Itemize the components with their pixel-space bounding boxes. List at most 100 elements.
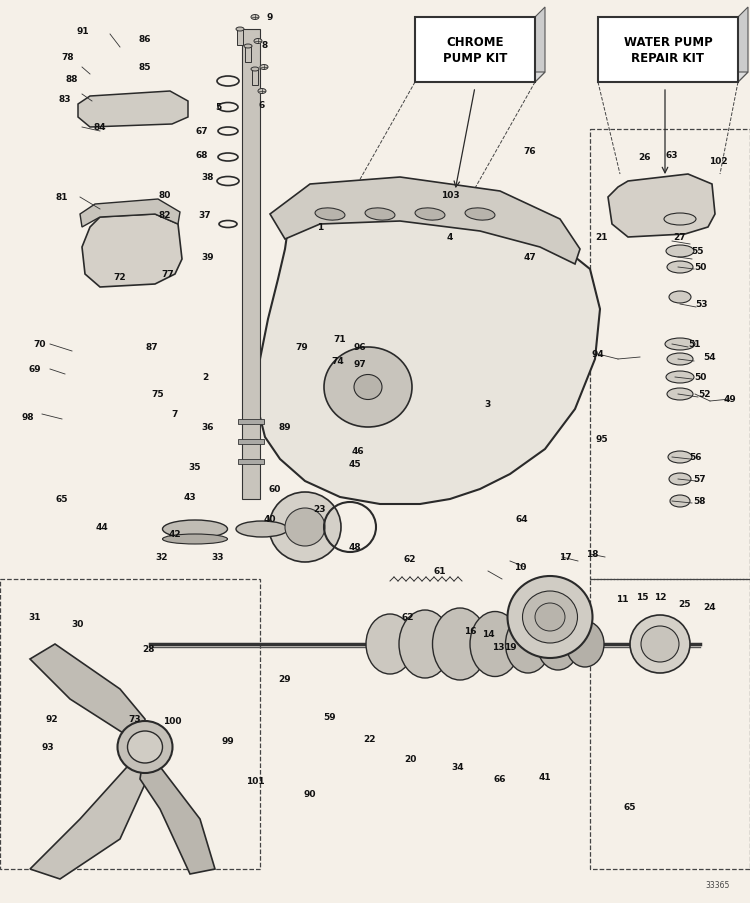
Text: 52: 52 <box>699 390 711 399</box>
Text: 65: 65 <box>624 803 636 812</box>
Text: 44: 44 <box>96 523 109 532</box>
Text: 74: 74 <box>332 357 344 366</box>
Text: 35: 35 <box>189 463 201 472</box>
Text: 77: 77 <box>162 270 175 279</box>
Ellipse shape <box>630 615 690 674</box>
Text: 45: 45 <box>349 460 361 469</box>
Ellipse shape <box>666 372 694 384</box>
Ellipse shape <box>433 609 488 680</box>
Text: WATER PUMP
REPAIR KIT: WATER PUMP REPAIR KIT <box>623 35 712 65</box>
Text: 24: 24 <box>704 603 716 612</box>
Text: 56: 56 <box>690 453 702 462</box>
Polygon shape <box>270 178 580 265</box>
Polygon shape <box>535 8 545 83</box>
Polygon shape <box>140 747 215 874</box>
Text: 63: 63 <box>666 150 678 159</box>
Bar <box>252 70 258 86</box>
Ellipse shape <box>506 615 550 674</box>
Text: 101: 101 <box>246 777 264 786</box>
Text: 69: 69 <box>28 365 41 374</box>
Text: 92: 92 <box>46 714 58 723</box>
Polygon shape <box>608 175 715 237</box>
Text: 91: 91 <box>76 27 89 36</box>
Text: 78: 78 <box>62 53 74 62</box>
Ellipse shape <box>163 535 227 545</box>
Bar <box>245 47 251 63</box>
Text: 82: 82 <box>159 210 171 219</box>
Text: 4: 4 <box>447 233 453 242</box>
Ellipse shape <box>666 246 694 257</box>
Text: 33: 33 <box>211 553 224 562</box>
Text: 71: 71 <box>334 335 346 344</box>
Text: 53: 53 <box>696 300 708 309</box>
Text: 84: 84 <box>94 124 106 133</box>
Text: 64: 64 <box>516 515 528 524</box>
Ellipse shape <box>258 89 266 95</box>
Text: 100: 100 <box>163 717 182 726</box>
Ellipse shape <box>415 209 445 221</box>
Text: 33365: 33365 <box>706 880 730 889</box>
Text: 10: 10 <box>514 563 526 572</box>
Text: 96: 96 <box>354 343 366 352</box>
Polygon shape <box>30 747 145 879</box>
Text: 5: 5 <box>214 103 221 112</box>
Text: 62: 62 <box>404 554 416 563</box>
Text: 60: 60 <box>268 485 281 494</box>
Text: 48: 48 <box>349 543 361 552</box>
Ellipse shape <box>324 348 412 427</box>
Text: 59: 59 <box>324 712 336 721</box>
Text: 102: 102 <box>709 157 728 166</box>
Text: 36: 36 <box>202 423 214 432</box>
Ellipse shape <box>251 15 259 21</box>
Text: 86: 86 <box>139 35 152 44</box>
Text: 38: 38 <box>202 173 214 182</box>
Text: 12: 12 <box>654 593 666 601</box>
Text: 61: 61 <box>433 567 446 576</box>
Ellipse shape <box>236 28 244 32</box>
Ellipse shape <box>669 473 691 486</box>
Text: 85: 85 <box>139 63 152 72</box>
Polygon shape <box>738 8 748 83</box>
Text: 22: 22 <box>364 735 376 744</box>
Text: 6: 6 <box>259 100 265 109</box>
Text: 97: 97 <box>353 360 366 369</box>
Ellipse shape <box>163 520 227 538</box>
Text: 14: 14 <box>482 629 494 638</box>
Text: 40: 40 <box>264 515 276 524</box>
Text: 43: 43 <box>184 493 196 502</box>
Bar <box>590 580 750 869</box>
Ellipse shape <box>508 576 592 658</box>
Text: 55: 55 <box>692 247 704 256</box>
Ellipse shape <box>315 209 345 221</box>
Ellipse shape <box>285 508 325 546</box>
Ellipse shape <box>254 40 262 44</box>
Text: 65: 65 <box>56 495 68 504</box>
Ellipse shape <box>269 492 341 563</box>
Ellipse shape <box>260 65 268 70</box>
Polygon shape <box>30 644 145 747</box>
Text: 13: 13 <box>492 643 504 652</box>
Ellipse shape <box>251 68 259 72</box>
Polygon shape <box>78 92 188 128</box>
Text: 70: 70 <box>34 340 46 349</box>
Text: 62: 62 <box>402 613 414 622</box>
Bar <box>238 460 264 464</box>
Ellipse shape <box>667 354 693 366</box>
Text: 23: 23 <box>314 505 326 514</box>
Text: 1: 1 <box>316 223 323 232</box>
Ellipse shape <box>669 292 691 303</box>
Text: 81: 81 <box>56 193 68 202</box>
Ellipse shape <box>670 496 690 507</box>
Text: 87: 87 <box>146 343 158 352</box>
Text: 32: 32 <box>156 553 168 562</box>
Text: 94: 94 <box>592 350 604 359</box>
Text: 9: 9 <box>267 14 273 23</box>
Ellipse shape <box>236 521 288 537</box>
Text: 42: 42 <box>169 530 182 539</box>
Text: 21: 21 <box>596 233 608 242</box>
Text: 41: 41 <box>538 773 551 782</box>
Text: 31: 31 <box>28 613 41 622</box>
Polygon shape <box>598 73 748 83</box>
Text: 7: 7 <box>172 410 178 419</box>
Text: 83: 83 <box>58 96 71 105</box>
